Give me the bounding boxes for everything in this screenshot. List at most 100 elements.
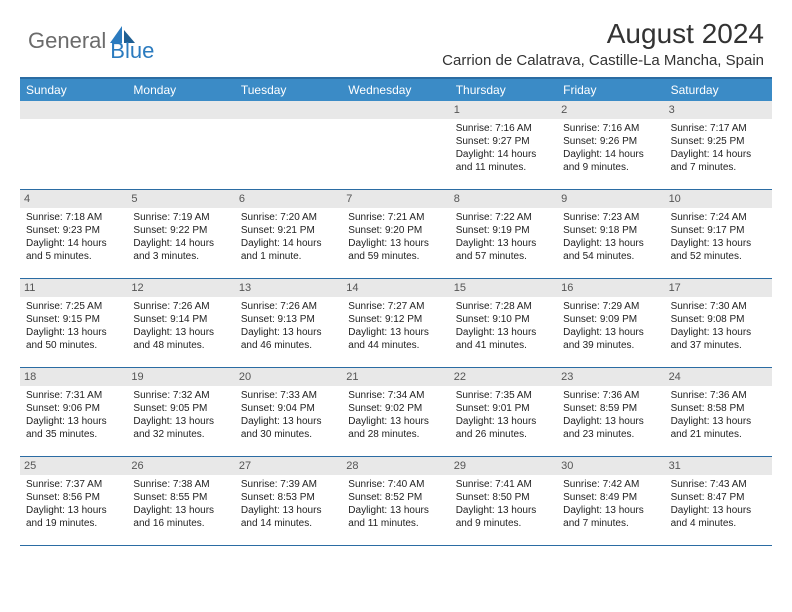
day-details: Sunrise: 7:37 AMSunset: 8:56 PMDaylight:… bbox=[24, 478, 123, 530]
day-details: Sunrise: 7:30 AMSunset: 9:08 PMDaylight:… bbox=[669, 300, 768, 352]
day-details: Sunrise: 7:27 AMSunset: 9:12 PMDaylight:… bbox=[346, 300, 445, 352]
day-cell: 9 Sunrise: 7:23 AMSunset: 9:18 PMDaylight… bbox=[557, 190, 664, 278]
day-details: Sunrise: 7:25 AMSunset: 9:15 PMDaylight:… bbox=[24, 300, 123, 352]
day-cell: 2Sunrise: 7:16 AMSunset: 9:26 PMDaylight… bbox=[557, 101, 664, 189]
day-number: 23 bbox=[557, 368, 664, 386]
weekday-header: Thursday bbox=[450, 79, 557, 101]
day-cell: 25 Sunrise: 7:37 AMSunset: 8:56 PMDayligh… bbox=[20, 457, 127, 545]
logo: General Blue bbox=[28, 18, 160, 64]
day-details: Sunrise: 7:39 AMSunset: 8:53 PMDaylight:… bbox=[239, 478, 338, 530]
title-block: August 2024 Carrion de Calatrava, Castil… bbox=[442, 18, 764, 69]
day-cell: 21 Sunrise: 7:34 AMSunset: 9:02 PMDayligh… bbox=[342, 368, 449, 456]
day-number: 24 bbox=[665, 368, 772, 386]
day-number: 30 bbox=[557, 457, 664, 475]
day-cell: 1 Sunrise: 7:16 AMSunset: 9:27 PMDaylight… bbox=[450, 101, 557, 189]
day-number: 13 bbox=[235, 279, 342, 297]
day-cell bbox=[20, 101, 127, 189]
day-number: 11 bbox=[20, 279, 127, 297]
day-details: Sunrise: 7:42 AMSunset: 8:49 PMDaylight:… bbox=[561, 478, 660, 530]
day-cell: 22Sunrise: 7:35 AMSunset: 9:01 PMDayligh… bbox=[450, 368, 557, 456]
day-cell: 19Sunrise: 7:32 AMSunset: 9:05 PMDayligh… bbox=[127, 368, 234, 456]
day-number: 26 bbox=[127, 457, 234, 475]
day-number: 9 bbox=[557, 190, 664, 208]
day-details: Sunrise: 7:38 AMSunset: 8:55 PMDaylight:… bbox=[131, 478, 230, 530]
day-number: 17 bbox=[665, 279, 772, 297]
day-number: 5 bbox=[127, 190, 234, 208]
day-details: Sunrise: 7:17 AMSunset: 9:25 PMDaylight:… bbox=[669, 122, 768, 174]
day-number: 27 bbox=[235, 457, 342, 475]
weekday-row: SundayMondayTuesdayWednesdayThursdayFrid… bbox=[20, 79, 772, 101]
logo-text-blue: Blue bbox=[110, 38, 154, 64]
day-number: 6 bbox=[235, 190, 342, 208]
weekday-header: Friday bbox=[557, 79, 664, 101]
day-cell bbox=[235, 101, 342, 189]
day-cell: 4Sunrise: 7:18 AMSunset: 9:23 PMDaylight… bbox=[20, 190, 127, 278]
day-details: Sunrise: 7:36 AMSunset: 8:59 PMDaylight:… bbox=[561, 389, 660, 441]
day-details: Sunrise: 7:21 AMSunset: 9:20 PMDaylight:… bbox=[346, 211, 445, 263]
day-details: Sunrise: 7:32 AMSunset: 9:05 PMDaylight:… bbox=[131, 389, 230, 441]
day-details: Sunrise: 7:33 AMSunset: 9:04 PMDaylight:… bbox=[239, 389, 338, 441]
day-number: 3 bbox=[665, 101, 772, 119]
day-details: Sunrise: 7:24 AMSunset: 9:17 PMDaylight:… bbox=[669, 211, 768, 263]
day-number bbox=[342, 101, 449, 119]
day-cell bbox=[342, 101, 449, 189]
day-number bbox=[235, 101, 342, 119]
day-cell: 28Sunrise: 7:40 AMSunset: 8:52 PMDayligh… bbox=[342, 457, 449, 545]
day-number: 16 bbox=[557, 279, 664, 297]
day-number: 28 bbox=[342, 457, 449, 475]
day-cell: 15 Sunrise: 7:28 AMSunset: 9:10 PMDayligh… bbox=[450, 279, 557, 367]
weekday-header: Wednesday bbox=[342, 79, 449, 101]
day-cell: 14Sunrise: 7:27 AMSunset: 9:12 PMDayligh… bbox=[342, 279, 449, 367]
location: Carrion de Calatrava, Castille-La Mancha… bbox=[442, 52, 764, 69]
day-cell: 29 Sunrise: 7:41 AMSunset: 8:50 PMDayligh… bbox=[450, 457, 557, 545]
day-number: 21 bbox=[342, 368, 449, 386]
day-number bbox=[127, 101, 234, 119]
day-number: 8 bbox=[450, 190, 557, 208]
month-title: August 2024 bbox=[442, 18, 764, 50]
day-details: Sunrise: 7:23 AMSunset: 9:18 PMDaylight:… bbox=[561, 211, 660, 263]
weekday-header: Monday bbox=[127, 79, 234, 101]
week-row: 25 Sunrise: 7:37 AMSunset: 8:56 PMDayligh… bbox=[20, 457, 772, 546]
weekday-header: Saturday bbox=[665, 79, 772, 101]
day-details: Sunrise: 7:26 AMSunset: 9:14 PMDaylight:… bbox=[131, 300, 230, 352]
day-details: Sunrise: 7:18 AMSunset: 9:23 PMDaylight:… bbox=[24, 211, 123, 263]
day-number: 15 bbox=[450, 279, 557, 297]
day-details: Sunrise: 7:29 AMSunset: 9:09 PMDaylight:… bbox=[561, 300, 660, 352]
day-cell: 18Sunrise: 7:31 AMSunset: 9:06 PMDayligh… bbox=[20, 368, 127, 456]
day-details: Sunrise: 7:22 AMSunset: 9:19 PMDaylight:… bbox=[454, 211, 553, 263]
day-number: 7 bbox=[342, 190, 449, 208]
day-number: 1 bbox=[450, 101, 557, 119]
day-details: Sunrise: 7:19 AMSunset: 9:22 PMDaylight:… bbox=[131, 211, 230, 263]
week-row: 11 Sunrise: 7:25 AMSunset: 9:15 PMDayligh… bbox=[20, 279, 772, 368]
day-cell: 7 Sunrise: 7:21 AMSunset: 9:20 PMDaylight… bbox=[342, 190, 449, 278]
day-details: Sunrise: 7:20 AMSunset: 9:21 PMDaylight:… bbox=[239, 211, 338, 263]
logo-text-general: General bbox=[28, 28, 106, 54]
week-row: 18Sunrise: 7:31 AMSunset: 9:06 PMDayligh… bbox=[20, 368, 772, 457]
week-row: 4Sunrise: 7:18 AMSunset: 9:23 PMDaylight… bbox=[20, 190, 772, 279]
calendar: SundayMondayTuesdayWednesdayThursdayFrid… bbox=[20, 77, 772, 546]
day-cell: 17 Sunrise: 7:30 AMSunset: 9:08 PMDayligh… bbox=[665, 279, 772, 367]
day-details: Sunrise: 7:16 AMSunset: 9:27 PMDaylight:… bbox=[454, 122, 553, 174]
day-cell: 27 Sunrise: 7:39 AMSunset: 8:53 PMDayligh… bbox=[235, 457, 342, 545]
day-details: Sunrise: 7:28 AMSunset: 9:10 PMDaylight:… bbox=[454, 300, 553, 352]
day-number: 29 bbox=[450, 457, 557, 475]
day-details: Sunrise: 7:31 AMSunset: 9:06 PMDaylight:… bbox=[24, 389, 123, 441]
day-details: Sunrise: 7:36 AMSunset: 8:58 PMDaylight:… bbox=[669, 389, 768, 441]
day-cell: 3 Sunrise: 7:17 AMSunset: 9:25 PMDaylight… bbox=[665, 101, 772, 189]
weekday-header: Tuesday bbox=[235, 79, 342, 101]
day-details: Sunrise: 7:34 AMSunset: 9:02 PMDaylight:… bbox=[346, 389, 445, 441]
day-number: 31 bbox=[665, 457, 772, 475]
day-cell: 23 Sunrise: 7:36 AMSunset: 8:59 PMDayligh… bbox=[557, 368, 664, 456]
day-cell: 16 Sunrise: 7:29 AMSunset: 9:09 PMDayligh… bbox=[557, 279, 664, 367]
day-cell: 20Sunrise: 7:33 AMSunset: 9:04 PMDayligh… bbox=[235, 368, 342, 456]
day-details: Sunrise: 7:41 AMSunset: 8:50 PMDaylight:… bbox=[454, 478, 553, 530]
day-number: 25 bbox=[20, 457, 127, 475]
day-cell: 5 Sunrise: 7:19 AMSunset: 9:22 PMDaylight… bbox=[127, 190, 234, 278]
day-cell: 30 Sunrise: 7:42 AMSunset: 8:49 PMDayligh… bbox=[557, 457, 664, 545]
day-details: Sunrise: 7:26 AMSunset: 9:13 PMDaylight:… bbox=[239, 300, 338, 352]
day-number: 22 bbox=[450, 368, 557, 386]
day-cell: 8 Sunrise: 7:22 AMSunset: 9:19 PMDaylight… bbox=[450, 190, 557, 278]
day-cell: 12 Sunrise: 7:26 AMSunset: 9:14 PMDayligh… bbox=[127, 279, 234, 367]
week-row: 1 Sunrise: 7:16 AMSunset: 9:27 PMDaylight… bbox=[20, 101, 772, 190]
day-number: 12 bbox=[127, 279, 234, 297]
